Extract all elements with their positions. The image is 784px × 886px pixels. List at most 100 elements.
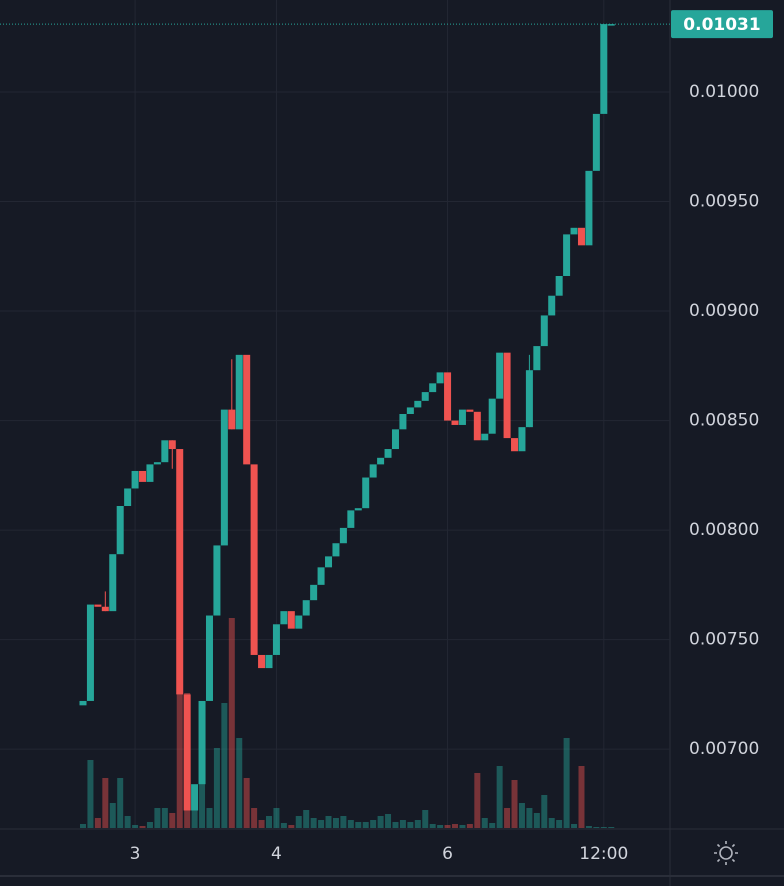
candle-body [354, 508, 362, 511]
volume-bar [437, 825, 444, 828]
volume-bar [318, 820, 325, 828]
volume-bar [236, 738, 243, 828]
candle-body [235, 354, 243, 430]
candle-body [436, 372, 444, 384]
candle-body [347, 510, 355, 528]
volume-bar [132, 825, 139, 828]
candle-body [592, 113, 600, 171]
x-tick-label: 6 [442, 844, 453, 864]
volume-bar [385, 814, 392, 828]
candle-body [94, 604, 102, 607]
volume-bar [526, 808, 533, 828]
candle-body [101, 606, 109, 612]
volume-bar [146, 822, 153, 828]
candle-body [585, 170, 593, 246]
candle-body [451, 420, 459, 425]
candle-body [533, 346, 541, 371]
volume-bar [139, 826, 146, 828]
y-tick-label: 0.00950 [689, 192, 759, 212]
volume-bar [362, 822, 369, 828]
candles [79, 24, 615, 811]
candle-body [139, 470, 147, 482]
volume-bar [563, 738, 570, 828]
volume-bar [466, 824, 473, 828]
volume-bar [377, 816, 384, 828]
candle-body [518, 427, 526, 452]
candle-body [548, 295, 556, 316]
volume-bar [87, 760, 94, 828]
candle-body [191, 784, 199, 811]
candle-body [79, 700, 87, 706]
y-tick-label: 0.00750 [689, 630, 759, 650]
candle-body [295, 615, 303, 629]
candle-body [198, 700, 206, 785]
volume-bar [481, 818, 488, 828]
x-tick-label: 3 [130, 844, 141, 864]
candle-body [86, 604, 94, 701]
candle-body [406, 407, 414, 414]
volume-bar [518, 803, 525, 828]
candle-body [280, 611, 288, 625]
candle-body [399, 414, 407, 430]
volume-bar [213, 748, 220, 828]
volume-bar [161, 808, 168, 828]
volume-bar [541, 795, 548, 828]
candle-body [176, 449, 184, 695]
volume-bar [221, 703, 228, 828]
volume-bar [310, 818, 317, 828]
volume-bar [533, 813, 540, 828]
candle-body [213, 545, 221, 616]
candle-body [444, 372, 452, 421]
volume-bar [102, 778, 109, 828]
candle-body [124, 488, 132, 506]
volume-bar [452, 824, 458, 828]
volume-bar [578, 766, 585, 828]
settings-icon[interactable] [714, 841, 738, 865]
volume-bar [496, 766, 503, 828]
candle-body [228, 409, 236, 430]
volume-bar [199, 768, 206, 828]
candle-body [116, 506, 124, 555]
candle-body [525, 370, 533, 428]
candle-body [600, 24, 608, 114]
y-tick-label: 0.00700 [689, 739, 759, 759]
y-tick-label: 0.00900 [689, 301, 759, 321]
candle-body [577, 227, 585, 246]
y-tick-label: 0.01000 [689, 82, 759, 102]
candle-body [205, 615, 213, 701]
candle-body [362, 477, 370, 509]
candle-body [421, 392, 429, 401]
candle-body [563, 234, 571, 276]
candle-body [258, 654, 266, 669]
settings-icon-circle [719, 846, 733, 860]
volume-bar [251, 808, 258, 828]
candle-body [607, 24, 615, 26]
candle-body [109, 554, 117, 612]
volume-bar [399, 820, 406, 828]
volume-bar [489, 823, 496, 828]
candle-body [243, 354, 251, 465]
candle-body [555, 276, 563, 296]
x-tick-label: 4 [271, 844, 282, 864]
volume-bar [176, 623, 183, 828]
x-tick-label: 12:00 [579, 844, 628, 864]
candle-body [146, 464, 154, 482]
candle-body [250, 464, 258, 655]
y-tick-label: 0.00850 [689, 411, 759, 431]
candle-body [272, 624, 280, 655]
volume-bar [585, 826, 592, 828]
settings-icon-rays [714, 841, 738, 865]
candle-body [183, 694, 191, 811]
candle-body [384, 449, 392, 458]
candle-body [332, 543, 340, 557]
volume-bar [228, 618, 235, 828]
volume-bar [117, 778, 124, 828]
volume-bar [355, 822, 362, 828]
volume-bar [124, 816, 131, 828]
volume-bar [266, 816, 272, 828]
candle-body [310, 584, 318, 601]
volume-bar [325, 816, 332, 828]
volume-bar [347, 820, 354, 828]
candle-body [287, 611, 295, 629]
